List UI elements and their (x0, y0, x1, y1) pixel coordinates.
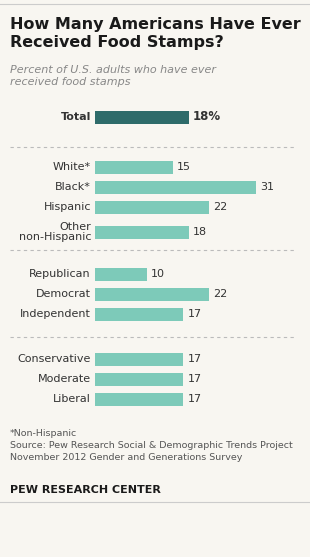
Text: Moderate: Moderate (38, 374, 91, 384)
Bar (95, 201, 209, 213)
Text: 10: 10 (151, 269, 165, 279)
Text: Conservative: Conservative (18, 354, 91, 364)
Text: 18%: 18% (193, 110, 221, 124)
Text: 22: 22 (213, 289, 228, 299)
Bar (95, 393, 184, 405)
Text: Liberal: Liberal (53, 394, 91, 404)
Text: Democrat: Democrat (36, 289, 91, 299)
Text: White*: White* (53, 162, 91, 172)
Text: Other
non-Hispanic: Other non-Hispanic (19, 222, 91, 242)
Text: 17: 17 (188, 309, 202, 319)
Text: Hispanic: Hispanic (43, 202, 91, 212)
Text: Republican: Republican (29, 269, 91, 279)
Text: 15: 15 (177, 162, 191, 172)
Bar (95, 287, 209, 300)
Text: PEW RESEARCH CENTER: PEW RESEARCH CENTER (10, 485, 161, 495)
Bar (95, 267, 147, 281)
Text: 17: 17 (188, 374, 202, 384)
Text: Black*: Black* (55, 182, 91, 192)
Bar (95, 307, 184, 320)
Text: 17: 17 (188, 394, 202, 404)
Bar (95, 160, 173, 173)
Bar (95, 353, 184, 365)
Text: 17: 17 (188, 354, 202, 364)
Text: How Many Americans Have Ever
Received Food Stamps?: How Many Americans Have Ever Received Fo… (10, 17, 301, 50)
Text: 31: 31 (260, 182, 274, 192)
Bar (95, 373, 184, 385)
Text: 18: 18 (193, 227, 207, 237)
Text: Independent: Independent (20, 309, 91, 319)
Bar (95, 110, 188, 124)
Text: Percent of U.S. adults who have ever
received food stamps: Percent of U.S. adults who have ever rec… (10, 65, 216, 87)
Text: Total: Total (61, 112, 91, 122)
Text: November 2012 Gender and Generations Survey: November 2012 Gender and Generations Sur… (10, 453, 242, 462)
Bar (95, 226, 188, 238)
Text: 22: 22 (213, 202, 228, 212)
Bar (95, 180, 256, 193)
Text: Source: Pew Research Social & Demographic Trends Project: Source: Pew Research Social & Demographi… (10, 441, 293, 450)
Text: *Non-Hispanic: *Non-Hispanic (10, 429, 77, 438)
